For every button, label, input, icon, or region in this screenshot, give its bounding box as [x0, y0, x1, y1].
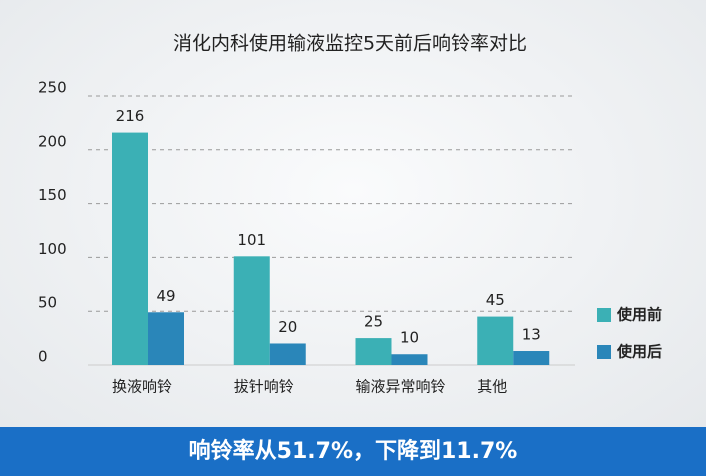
- bar: [355, 338, 392, 365]
- value-label: 101: [237, 231, 266, 249]
- value-label: 49: [156, 287, 175, 305]
- chart-title: 消化内科使用输液监控5天前后响铃率对比: [173, 33, 527, 55]
- bar: [391, 354, 428, 365]
- value-label: 25: [364, 313, 383, 331]
- value-label: 10: [400, 329, 419, 347]
- y-tick-label: 150: [38, 186, 67, 204]
- banner-text: 响铃率从51.7%，下降到11.7%: [189, 438, 518, 464]
- y-tick-label: 200: [38, 132, 67, 150]
- bar: [513, 351, 550, 365]
- legend-swatch: [597, 308, 611, 322]
- bar: [148, 312, 184, 365]
- y-tick-label: 0: [38, 348, 48, 366]
- x-tick-label: 输液异常响铃: [356, 378, 446, 396]
- x-tick-label: 拔针响铃: [234, 378, 294, 396]
- value-label: 13: [522, 326, 541, 344]
- bar: [477, 316, 514, 365]
- bar: [269, 343, 306, 365]
- x-tick-label: 换液响铃: [112, 378, 172, 396]
- y-tick-label: 250: [38, 79, 67, 97]
- bar: [233, 256, 270, 365]
- value-label: 216: [116, 107, 145, 125]
- legend-label: 使用后: [616, 343, 662, 361]
- value-label: 45: [486, 291, 505, 309]
- x-tick-label: 其他: [477, 378, 507, 396]
- y-tick-label: 50: [38, 294, 57, 312]
- bar: [112, 132, 148, 365]
- banner-bg: [0, 427, 706, 476]
- legend-swatch: [597, 345, 611, 359]
- y-tick-label: 100: [38, 240, 67, 258]
- value-label: 20: [278, 318, 297, 336]
- legend-label: 使用前: [616, 306, 662, 324]
